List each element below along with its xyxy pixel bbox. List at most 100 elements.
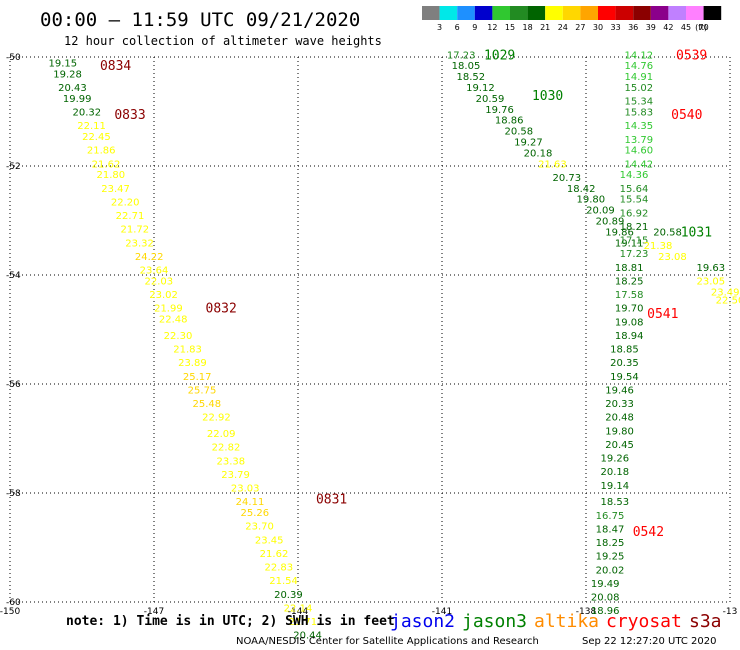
footer-credit: NOAA/NESDIS Center for Satellite Applica… <box>236 636 539 647</box>
wave-height-value: 21.80 <box>96 170 125 181</box>
wave-height-value: 23.47 <box>101 184 130 195</box>
footer-note: note: 1) Time is in UTC; 2) SWH is in fe… <box>66 614 395 629</box>
colorbar-label: 36 <box>628 23 638 32</box>
wave-height-value: 23.79 <box>221 470 250 481</box>
wave-height-value: 19.70 <box>615 304 644 315</box>
colorbar-swatch <box>598 6 616 20</box>
wave-height-value: 18.53 <box>600 497 629 508</box>
wave-height-value: 20.89 <box>596 217 625 228</box>
x-tick-label: -150 <box>0 607 20 617</box>
colorbar-swatch <box>633 6 651 20</box>
wave-height-value: 25.26 <box>240 508 269 519</box>
wave-height-value: 25.17 <box>183 372 212 383</box>
wave-height-value: 18.86 <box>495 116 524 127</box>
wave-height-value: 19.54 <box>610 372 639 383</box>
wave-height-value: 23.49 <box>711 287 740 298</box>
wave-height-value: 22.11 <box>77 121 106 132</box>
wave-height-value: 18.94 <box>615 331 644 342</box>
wave-height-value: 21.83 <box>173 345 202 356</box>
wave-height-value: 14.36 <box>620 170 649 181</box>
pass-time-annotations: 0834 0833 0832 0831 1029 1030 1031 0539 0540 0541… <box>100 48 712 540</box>
pass-time-label: 0542 <box>633 525 664 540</box>
colorbar-label: 9 <box>472 23 477 32</box>
wave-height-value: 19.99 <box>63 94 92 105</box>
wave-height-value: 17.58 <box>615 290 644 301</box>
colorbar-label: 30 <box>593 23 603 32</box>
colorbar-swatch <box>439 6 458 20</box>
pass-time-label: 0539 <box>676 48 707 63</box>
wave-height-value: 20.44 <box>293 631 322 642</box>
wave-height-value: 17.23 <box>447 50 476 61</box>
colorbar-unit: (ft) <box>695 23 707 32</box>
pass-time-label: 1029 <box>484 48 515 63</box>
wave-height-value: 15.64 <box>620 184 649 195</box>
wave-height-value: 21.62 <box>260 549 289 560</box>
wave-height-value: 22.20 <box>111 197 140 208</box>
wave-height-value: 22.71 <box>116 211 145 222</box>
pass-time-label: 0833 <box>114 108 145 123</box>
wave-height-value: 14.91 <box>624 72 653 83</box>
colorbar-legend: 3 6 9 12 15 18 21 24 27 30 33 36 39 42 45 70(ft) <box>422 6 722 32</box>
page-title: 00:00 – 11:59 UTC 09/21/2020 <box>40 9 360 31</box>
wave-height-value: 18.42 <box>567 184 596 195</box>
colorbar-label: 42 <box>663 23 673 32</box>
wave-height-value: 21.86 <box>87 146 116 157</box>
wave-height-value: 23.02 <box>149 290 178 301</box>
wave-height-value: 20.08 <box>591 593 620 604</box>
wave-height-value: 17.23 <box>620 249 649 260</box>
colorbar-swatch <box>510 6 528 20</box>
wave-height-value: 24.11 <box>236 497 265 508</box>
x-tick-label: -13 <box>723 607 738 617</box>
colorbar-swatch <box>422 6 440 20</box>
map-axes: -150 -147 -144 -141 -138 -13 -50 -52 -54 -56 -58 -6… <box>0 53 737 617</box>
colorbar-swatch <box>562 6 581 20</box>
wave-height-value: 23.08 <box>658 252 687 263</box>
wave-height-value: 18.21 <box>620 222 649 233</box>
colorbar-swatch <box>703 6 722 20</box>
wave-height-value: 22.82 <box>212 443 241 454</box>
wave-height-value: 16.92 <box>620 208 649 219</box>
wave-height-value: 17.15 <box>620 236 649 247</box>
y-tick-label: -56 <box>6 380 21 390</box>
colorbar-label: 18 <box>523 23 533 32</box>
wave-height-value: 15.34 <box>624 97 653 108</box>
wave-height-value: 18.05 <box>452 61 481 72</box>
wave-height-value: 14.76 <box>624 61 653 72</box>
wave-height-value: 14.35 <box>624 121 653 132</box>
pass-time-label: 0834 <box>100 59 131 74</box>
wave-height-value: 19.27 <box>514 137 543 148</box>
wave-height-value: 23.45 <box>255 535 284 546</box>
wave-height-value: 19.14 <box>600 481 629 492</box>
satellite-legend-item: s3a <box>689 611 722 632</box>
colorbar-label: 3 <box>437 23 442 32</box>
wave-height-value: 23.64 <box>140 266 169 277</box>
wave-height-value: 19.46 <box>605 385 634 396</box>
wave-height-value: 20.58 <box>504 127 533 138</box>
y-tick-label: -58 <box>6 489 21 499</box>
wave-height-value: 20.18 <box>600 467 629 478</box>
wave-height-value: 19.25 <box>596 552 625 563</box>
colorbar-swatch <box>580 6 598 20</box>
wave-height-value: 20.32 <box>72 108 101 119</box>
wave-height-value: 21.62 <box>92 159 121 170</box>
colorbar-label: 45 <box>681 23 691 32</box>
satellite-legend-item: jason2 <box>390 611 455 632</box>
wave-height-value: 19.76 <box>485 105 514 116</box>
wave-height-value: 14.42 <box>624 159 653 170</box>
colorbar-label: 6 <box>455 23 460 32</box>
wave-height-value: 21.72 <box>120 225 149 236</box>
y-tick-label: -60 <box>6 598 21 608</box>
wave-height-value: 19.11 <box>615 238 644 249</box>
wave-height-value: 21.63 <box>538 159 567 170</box>
wave-height-value: 19.80 <box>605 426 634 437</box>
map-grid <box>9 56 731 603</box>
colorbar-swatch <box>545 6 563 20</box>
wave-height-value: 22.92 <box>202 413 231 424</box>
wave-height-value: 19.86 <box>605 227 634 238</box>
x-tick-label: -144 <box>288 607 309 617</box>
y-tick-label: -52 <box>6 162 21 172</box>
wave-height-value: 25.75 <box>188 385 217 396</box>
pass-time-label: 0541 <box>647 307 678 322</box>
